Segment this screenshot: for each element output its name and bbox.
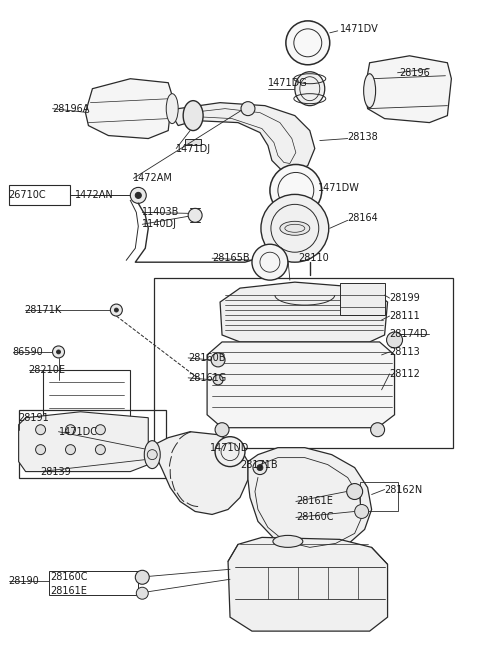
Text: 28160B: 28160B — [188, 353, 226, 363]
Circle shape — [147, 449, 157, 460]
Text: 28160C: 28160C — [296, 512, 333, 523]
Text: 28160C: 28160C — [50, 572, 88, 582]
Circle shape — [136, 588, 148, 599]
Circle shape — [52, 346, 64, 358]
Circle shape — [355, 504, 369, 519]
Text: 1471DG: 1471DG — [268, 78, 308, 88]
Text: 28174D: 28174D — [390, 329, 428, 339]
Bar — [9, 185, 71, 206]
Bar — [43, 370, 130, 418]
Bar — [19, 410, 166, 477]
Circle shape — [371, 422, 384, 437]
Text: 28161E: 28161E — [296, 496, 333, 506]
Text: 28196A: 28196A — [52, 103, 90, 113]
Circle shape — [96, 424, 106, 435]
Bar — [185, 139, 201, 145]
Circle shape — [386, 332, 403, 348]
Text: 1471DC: 1471DC — [59, 426, 97, 437]
Text: 28164: 28164 — [348, 214, 378, 223]
Bar — [340, 283, 384, 315]
Text: 1471DJ: 1471DJ — [176, 143, 211, 153]
Bar — [154, 278, 454, 447]
Ellipse shape — [364, 74, 376, 107]
Text: 1472AM: 1472AM — [133, 174, 173, 183]
Polygon shape — [19, 412, 148, 472]
Circle shape — [347, 483, 363, 500]
Circle shape — [96, 445, 106, 455]
Text: 1472AN: 1472AN — [74, 191, 113, 200]
Text: 28162N: 28162N — [384, 485, 423, 495]
Ellipse shape — [144, 441, 160, 468]
Bar — [48, 571, 138, 595]
Text: 28111: 28111 — [390, 311, 420, 321]
Circle shape — [215, 437, 245, 466]
Text: 86590: 86590 — [12, 347, 43, 357]
Circle shape — [270, 164, 322, 216]
Circle shape — [114, 308, 119, 312]
Text: 28110: 28110 — [298, 253, 329, 263]
Polygon shape — [85, 79, 172, 139]
Text: 1471DV: 1471DV — [340, 24, 378, 34]
Text: 26710C: 26710C — [9, 191, 46, 200]
Circle shape — [257, 464, 263, 470]
Text: 1140DJ: 1140DJ — [142, 219, 177, 229]
Text: 1471DW: 1471DW — [318, 183, 360, 193]
Polygon shape — [220, 282, 387, 342]
Polygon shape — [248, 447, 372, 552]
Text: 28199: 28199 — [390, 293, 420, 303]
Polygon shape — [207, 342, 395, 428]
Polygon shape — [365, 56, 451, 122]
Circle shape — [110, 304, 122, 316]
Circle shape — [211, 353, 225, 367]
Text: 28190: 28190 — [9, 576, 39, 586]
Circle shape — [135, 571, 149, 584]
Circle shape — [65, 424, 75, 435]
Text: 11403B: 11403B — [142, 208, 180, 217]
Text: 28161E: 28161E — [50, 586, 87, 596]
Text: 28112: 28112 — [390, 369, 420, 379]
Circle shape — [213, 375, 223, 385]
Text: 28196: 28196 — [399, 67, 430, 78]
Text: 28165B: 28165B — [212, 253, 250, 263]
Circle shape — [188, 208, 202, 222]
Ellipse shape — [280, 221, 310, 235]
Circle shape — [57, 350, 60, 354]
Ellipse shape — [273, 535, 303, 548]
Circle shape — [253, 460, 267, 475]
Polygon shape — [148, 432, 248, 514]
Circle shape — [36, 445, 46, 455]
Circle shape — [135, 193, 141, 198]
Circle shape — [215, 422, 229, 437]
Bar — [360, 481, 397, 512]
Text: 28161G: 28161G — [188, 373, 227, 383]
Polygon shape — [172, 103, 315, 172]
Polygon shape — [228, 537, 387, 631]
Circle shape — [241, 102, 255, 116]
Text: 28138: 28138 — [348, 132, 378, 141]
Text: 28113: 28113 — [390, 347, 420, 357]
Text: 28191: 28191 — [19, 413, 49, 422]
Ellipse shape — [166, 94, 178, 124]
Circle shape — [286, 21, 330, 65]
Bar — [222, 464, 238, 470]
Ellipse shape — [295, 72, 325, 105]
Text: 28171K: 28171K — [24, 305, 62, 315]
Text: 1471UD: 1471UD — [210, 443, 250, 453]
Text: 28171B: 28171B — [240, 460, 277, 470]
Circle shape — [130, 187, 146, 203]
Circle shape — [261, 195, 329, 262]
Circle shape — [252, 244, 288, 280]
Text: 28139: 28139 — [41, 466, 72, 477]
Circle shape — [65, 445, 75, 455]
Ellipse shape — [183, 101, 203, 130]
Circle shape — [36, 424, 46, 435]
Text: 28210E: 28210E — [29, 365, 66, 375]
